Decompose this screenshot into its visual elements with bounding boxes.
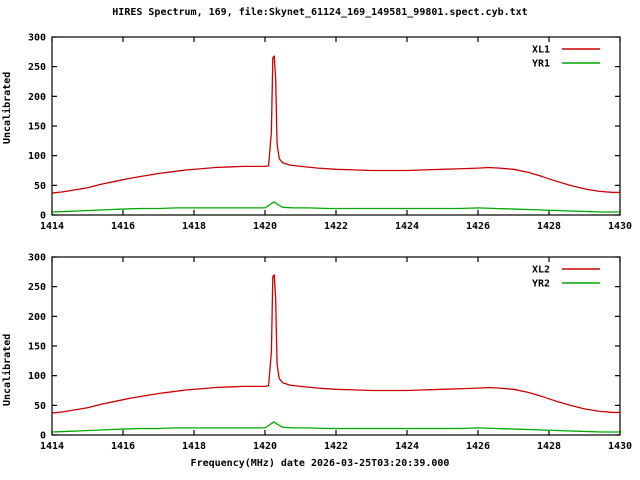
series-line-yr1 <box>52 201 620 213</box>
plot-area-bottom: 0 50 100 150 200 250 300 1414 1416 1418 1420 1422 14… <box>28 253 632 453</box>
x-tick-label: 1430 <box>608 441 632 452</box>
x-tick-label: 1418 <box>182 441 206 452</box>
y-tick-label: 300 <box>28 33 46 44</box>
series-line-yr2 <box>52 421 620 433</box>
page-title: HIRES Spectrum, 169, file:Skynet_61124_1… <box>112 7 528 18</box>
y-tick-label: 50 <box>34 401 46 412</box>
y-tick-label: 200 <box>28 92 46 103</box>
x-tick-label: 1416 <box>111 441 135 452</box>
x-tick-label: 1422 <box>324 221 348 232</box>
legend-label-xl2: XL2 <box>532 265 550 276</box>
y-tick-label: 250 <box>28 62 46 73</box>
y-tick-label: 150 <box>28 342 46 353</box>
x-tick-label: 1424 <box>395 221 419 232</box>
x-tick-label: 1422 <box>324 441 348 452</box>
x-tick-label: 1430 <box>608 221 632 232</box>
y-tick-label: 200 <box>28 312 46 323</box>
x-axis-label: Frequency(MHz) date 2026-03-25T03:20:39.… <box>190 458 450 469</box>
chart-panel-bottom: 0 50 100 150 200 250 300 1414 1416 1418 1420 1422 14… <box>0 246 640 480</box>
y-tick-label: 100 <box>28 151 46 162</box>
y-tick-label: 150 <box>28 122 46 133</box>
x-tick-label: 1416 <box>111 221 135 232</box>
x-tick-label: 1428 <box>537 441 561 452</box>
x-tick-label: 1414 <box>40 441 64 452</box>
legend-label-yr2: YR2 <box>532 279 550 290</box>
y-tick-label: 50 <box>34 181 46 192</box>
y-tick-label: 0 <box>40 211 46 222</box>
series-line-xl1 <box>52 55 620 194</box>
x-tick-label: 1428 <box>537 221 561 232</box>
x-tick-label: 1426 <box>466 441 490 452</box>
x-tick-label: 1418 <box>182 221 206 232</box>
legend-label-yr1: YR1 <box>532 59 550 70</box>
x-tick-label: 1420 <box>253 441 277 452</box>
y-tick-label: 100 <box>28 371 46 382</box>
y-tick-label: 300 <box>28 253 46 264</box>
legend-label-xl1: XL1 <box>532 45 550 56</box>
x-tick-label: 1414 <box>40 221 64 232</box>
series-line-xl2 <box>52 274 620 414</box>
x-tick-label: 1420 <box>253 221 277 232</box>
y-tick-label: 0 <box>40 431 46 442</box>
x-tick-label: 1424 <box>395 441 419 452</box>
x-tick-label: 1426 <box>466 221 490 232</box>
plot-area-top: 0 50 100 150 200 250 300 1414 1416 1418 1420 1422 14… <box>28 33 632 233</box>
chart-panel-top: 0 50 100 150 200 250 300 1414 1416 1418 1420 1422 14… <box>0 26 640 236</box>
y-tick-label: 250 <box>28 282 46 293</box>
